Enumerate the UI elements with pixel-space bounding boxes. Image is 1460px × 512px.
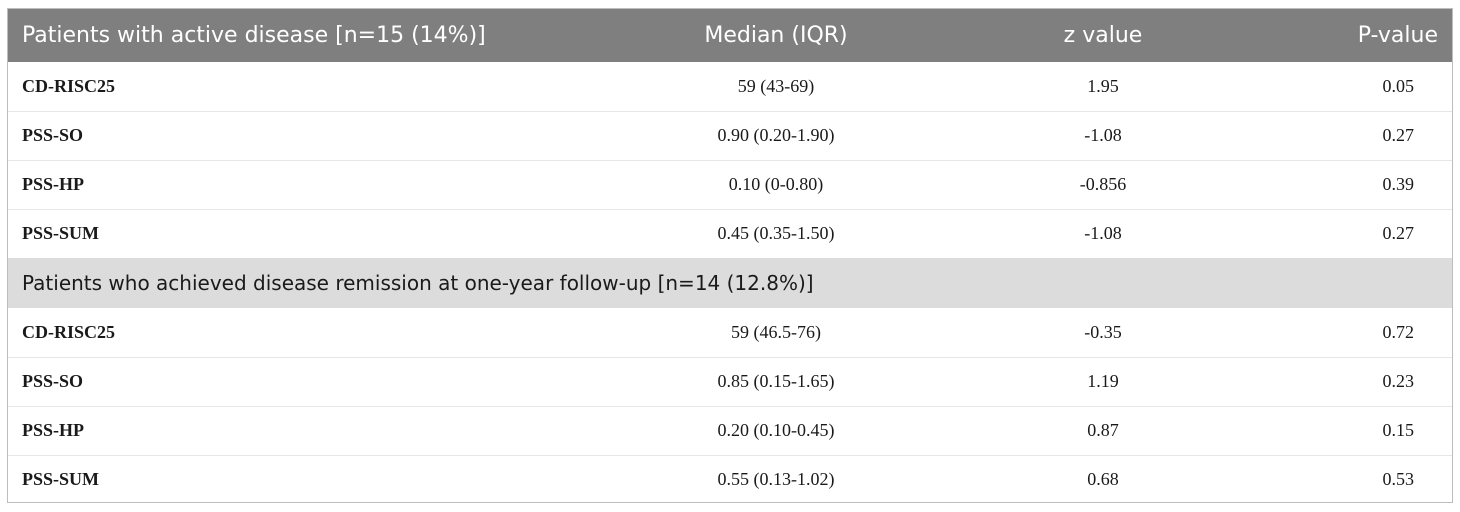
- median-cell: 0.10 (0-0.80): [728, 174, 824, 194]
- table-row: PSS-SUM 0.45 (0.35-1.50) -1.08 0.27: [8, 209, 1452, 258]
- p-value-cell: 0.72: [1382, 321, 1415, 342]
- table-row: CD-RISC25 59 (46.5-76) -0.35 0.72: [8, 308, 1452, 357]
- p-value-cell: 0.39: [1382, 174, 1415, 194]
- row-label: PSS-HP: [22, 420, 85, 440]
- p-value-cell: 0.15: [1382, 420, 1415, 440]
- row-label: PSS-HP: [22, 174, 85, 194]
- z-value-cell: 0.87: [1087, 420, 1119, 440]
- table-row: CD-RISC25 59 (43-69) 1.95 0.05: [8, 62, 1452, 111]
- z-value-cell: -1.08: [1084, 125, 1122, 145]
- median-cell: 0.20 (0.10-0.45): [717, 420, 835, 440]
- p-value-cell: 0.23: [1382, 371, 1415, 391]
- z-value-cell: -0.856: [1079, 174, 1127, 194]
- row-label: PSS-SO: [22, 371, 84, 391]
- median-cell: 0.90 (0.20-1.90): [717, 125, 835, 145]
- median-cell: 0.45 (0.35-1.50): [717, 223, 835, 244]
- header-cell-z-value: z value: [1063, 23, 1143, 48]
- table-row: PSS-SO 0.85 (0.15-1.65) 1.19 0.23: [8, 357, 1452, 406]
- header-cell-group: Patients with active disease [n=15 (14%)…: [22, 23, 486, 48]
- z-value-cell: 1.95: [1087, 75, 1119, 96]
- p-value-cell: 0.53: [1382, 469, 1415, 490]
- p-value-cell: 0.27: [1382, 223, 1415, 244]
- results-table-container: Patients with active disease [n=15 (14%)…: [7, 8, 1453, 503]
- header-cell-median: Median (IQR): [704, 23, 848, 48]
- z-value-cell: -1.08: [1084, 223, 1122, 244]
- z-value-cell: 0.68: [1087, 469, 1119, 490]
- table-body: CD-RISC25 59 (43-69) 1.95 0.05 PSS-SO 0.…: [8, 62, 1452, 502]
- results-table: Patients with active disease [n=15 (14%)…: [8, 9, 1452, 502]
- header-row: Patients with active disease [n=15 (14%)…: [8, 9, 1452, 62]
- median-cell: 0.55 (0.13-1.02): [717, 469, 835, 490]
- table-row: PSS-HP 0.20 (0.10-0.45) 0.87 0.15: [8, 406, 1452, 455]
- row-label: CD-RISC25: [22, 321, 116, 342]
- z-value-cell: -0.35: [1084, 321, 1122, 342]
- table-header: Patients with active disease [n=15 (14%)…: [8, 9, 1452, 62]
- p-value-cell: 0.27: [1382, 125, 1415, 145]
- section-title: Patients who achieved disease remission …: [22, 271, 814, 295]
- table-row: PSS-HP 0.10 (0-0.80) -0.856 0.39: [8, 160, 1452, 209]
- row-label: PSS-SUM: [22, 469, 100, 490]
- table-row: PSS-SUM 0.55 (0.13-1.02) 0.68 0.53: [8, 455, 1452, 502]
- median-cell: 59 (43-69): [737, 75, 815, 96]
- z-value-cell: 1.19: [1087, 371, 1119, 391]
- median-cell: 0.85 (0.15-1.65): [717, 371, 835, 391]
- row-label: PSS-SO: [22, 125, 84, 145]
- p-value-cell: 0.05: [1382, 75, 1415, 96]
- table-row: PSS-SO 0.90 (0.20-1.90) -1.08 0.27: [8, 111, 1452, 160]
- row-label: PSS-SUM: [22, 223, 100, 244]
- header-cell-p-value: P-value: [1357, 23, 1438, 48]
- row-label: CD-RISC25: [22, 75, 116, 96]
- section-header-row: Patients who achieved disease remission …: [8, 258, 1452, 308]
- median-cell: 59 (46.5-76): [731, 321, 821, 342]
